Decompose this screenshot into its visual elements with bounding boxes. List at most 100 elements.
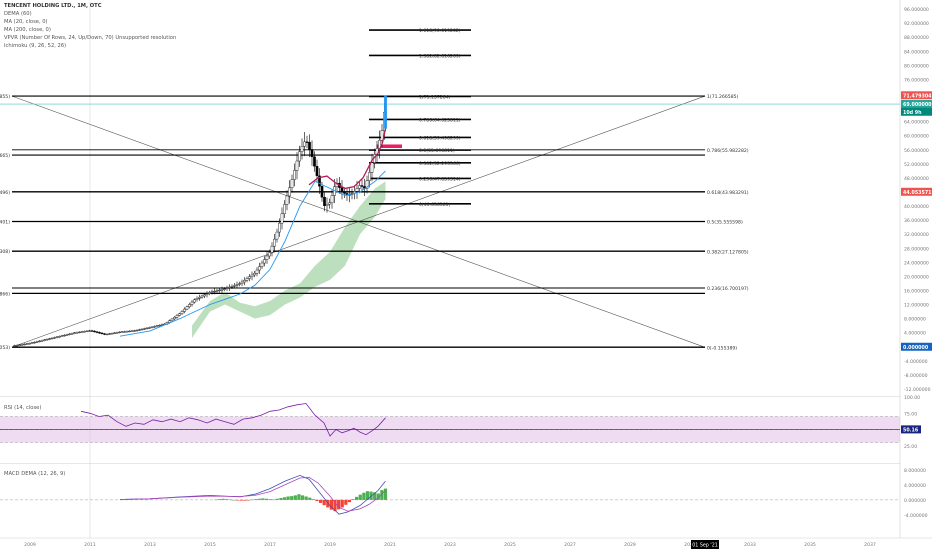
candle-up — [45, 339, 49, 341]
candle-up — [128, 330, 131, 333]
candle-up — [200, 295, 204, 298]
candle-down — [95, 331, 99, 333]
price-tick-11: 52.000000 — [904, 162, 929, 168]
candle-up — [233, 285, 236, 287]
legend-vpvr: VPVR (Number Of Rows, 24, Up/Down, 70) U… — [4, 35, 177, 41]
macd-hist-bar — [365, 491, 370, 500]
candle-down — [305, 141, 309, 143]
candle-up — [108, 333, 111, 335]
macd-hist-bar — [318, 499, 323, 503]
fib-left-label-6: 1(-0.112053) — [0, 345, 10, 351]
candle-up — [63, 334, 66, 337]
candle-up — [355, 188, 359, 192]
candle-up — [240, 281, 244, 284]
last-candle — [384, 95, 387, 129]
time-tick-0: 2009 — [24, 542, 36, 548]
candle-up — [13, 345, 16, 347]
candle-up — [125, 331, 129, 333]
candle-up — [118, 331, 121, 334]
macd-hist-bar — [275, 498, 279, 500]
rsi-tick-1: 75.00 — [904, 411, 917, 417]
candle-up — [190, 301, 194, 305]
fib-red-zone — [376, 144, 402, 148]
macd-hist-bar — [239, 499, 243, 501]
candle-up — [80, 331, 84, 333]
candle-down — [100, 332, 104, 335]
candle-up — [43, 339, 46, 341]
macd-hist-bar — [373, 492, 377, 500]
price-badge-label-4: 0.000000 — [903, 345, 929, 351]
candle-up — [130, 330, 134, 332]
macd-hist-bar — [261, 498, 265, 500]
candle-up — [178, 313, 181, 316]
candle-down — [93, 330, 96, 333]
price-tick-20: 16.000000 — [904, 288, 929, 294]
macd-hist-bar — [380, 490, 384, 500]
macd-hist-bar — [246, 499, 251, 501]
candle-up — [298, 151, 301, 162]
candle-up — [193, 299, 196, 303]
price-tick-26: -8.000000 — [904, 373, 928, 379]
macd-hist-bar — [329, 499, 334, 510]
macd-hist-bar — [369, 491, 373, 500]
macd-hist-bar — [322, 499, 326, 506]
candle-up — [60, 335, 64, 337]
macd-tick-2: 0.000000 — [904, 498, 926, 504]
macd-hist-bar — [376, 493, 380, 500]
candle-down — [323, 197, 326, 206]
time-tick-11: 2031 — [684, 542, 696, 548]
candle-up — [243, 280, 246, 283]
macd-hist-bar — [257, 498, 261, 500]
macd-hist-bar — [286, 496, 290, 500]
ma-line — [119, 170, 386, 337]
candle-up — [70, 333, 74, 335]
fib-ext-label-8: 0(40.636381) — [419, 202, 451, 208]
candle-up — [145, 327, 149, 330]
candle-up — [328, 202, 331, 205]
candle-up — [83, 331, 86, 333]
macd-hist-bar — [347, 499, 352, 503]
macd-hist-bar — [333, 499, 337, 512]
fib-ext-label-4: 0.618(59.498299) — [419, 135, 461, 141]
price-tick-3: 84.000000 — [904, 49, 929, 55]
candle-up — [218, 289, 221, 291]
candle-up — [48, 338, 51, 340]
fib-left-label-1: 0.236(54.488665) — [0, 153, 10, 159]
candle-up — [115, 332, 119, 334]
macd-hist-bar — [279, 498, 283, 500]
price-tick-18: 24.000000 — [904, 260, 929, 266]
candle-up — [253, 273, 256, 276]
candle-up — [183, 308, 186, 312]
macd-hist-bar — [232, 499, 236, 501]
price-badge-0 — [901, 91, 932, 100]
fib-left-label-4: 0.618(27.188308) — [0, 249, 10, 255]
candle-down — [340, 187, 344, 193]
macd-hist-bar — [214, 499, 218, 501]
candle-up — [260, 262, 264, 267]
macd-hist-bar — [218, 499, 222, 500]
macd-hist-bar — [326, 499, 330, 508]
macd-hist-bar — [308, 497, 312, 500]
candle-up — [23, 343, 26, 346]
candle-down — [320, 186, 324, 198]
time-cursor-label: 01 Sep '21 — [692, 543, 718, 549]
candle-up — [185, 306, 189, 310]
macd-hist-bar — [351, 499, 355, 500]
candle-up — [250, 274, 254, 277]
candle-up — [28, 343, 31, 345]
candle-up — [295, 160, 299, 171]
price-badge-3 — [901, 187, 932, 196]
candle-up — [188, 304, 191, 307]
macd-hist-bar — [362, 492, 366, 500]
candle-up — [358, 185, 361, 189]
candle-up — [215, 290, 219, 292]
rsi-badge-label: 50.16 — [903, 427, 919, 433]
price-tick-22: 8.000000 — [904, 317, 926, 323]
candle-up — [55, 336, 59, 338]
fib-left-label-3: 0.5(35.621401) — [0, 219, 10, 225]
candle-up — [50, 337, 54, 340]
candle-up — [370, 162, 374, 173]
candle-up — [35, 341, 39, 343]
candle-up — [160, 324, 164, 326]
rsi-tick-3: 25.00 — [904, 444, 917, 450]
